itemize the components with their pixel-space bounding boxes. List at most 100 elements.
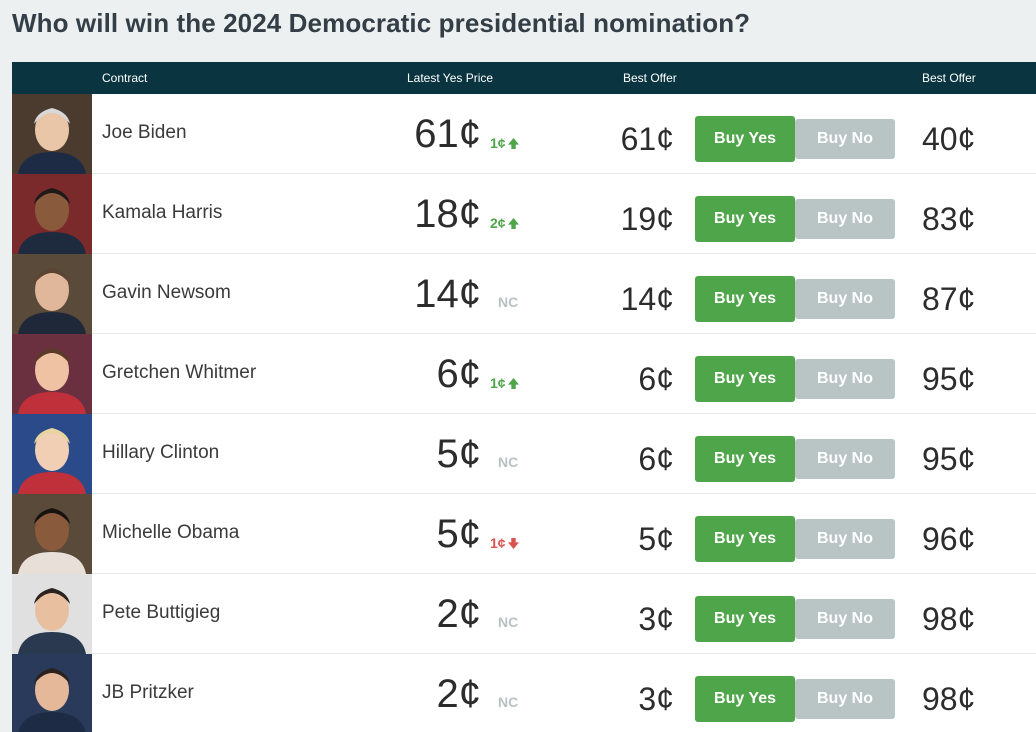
column-header-best-offer-no: Best Offer (922, 71, 976, 85)
price-change: 2¢ (490, 215, 519, 231)
price-change-value: 1¢ (490, 375, 506, 391)
price-change-value: 2¢ (490, 215, 506, 231)
person-photo-icon (12, 174, 92, 254)
buy-no-button[interactable]: Buy No (795, 439, 895, 479)
table-header: Contract Latest Yes Price Best Offer Bes… (12, 62, 1036, 94)
buy-yes-button[interactable]: Buy Yes (695, 676, 795, 722)
column-header-latest-yes-price: Latest Yes Price (407, 71, 494, 85)
person-photo-icon (12, 414, 92, 494)
latest-yes-price: 2¢ (436, 672, 482, 716)
contract-name[interactable]: Pete Buttigieg (102, 602, 221, 623)
price-change-value: NC (498, 694, 519, 710)
avatar (12, 174, 92, 254)
best-offer-yes: 61¢ (620, 121, 674, 157)
contract-name[interactable]: JB Pritzker (102, 682, 194, 703)
buy-yes-button[interactable]: Buy Yes (695, 596, 795, 642)
buy-no-button[interactable]: Buy No (795, 519, 895, 559)
table-row: Joe Biden 61¢ 1¢ 61¢ Buy Yes Buy No 40¢ (12, 94, 1036, 174)
table-row: Michelle Obama 5¢ 1¢ 5¢ Buy Yes Buy No 9… (12, 494, 1036, 574)
page-title: Who will win the 2024 Democratic preside… (12, 8, 751, 38)
best-offer-yes: 6¢ (638, 441, 674, 477)
best-offer-no: 98¢ (922, 681, 976, 717)
avatar (12, 254, 92, 334)
table-row: Gavin Newsom 14¢ NC 14¢ Buy Yes Buy No 8… (12, 254, 1036, 334)
buy-yes-button[interactable]: Buy Yes (695, 436, 795, 482)
avatar (12, 574, 92, 654)
table-row: Kamala Harris 18¢ 2¢ 19¢ Buy Yes Buy No … (12, 174, 1036, 254)
column-header-best-offer-yes: Best Offer (623, 71, 677, 85)
contracts-table: Joe Biden 61¢ 1¢ 61¢ Buy Yes Buy No 40¢ … (12, 94, 1036, 732)
best-offer-yes: 3¢ (638, 601, 674, 637)
price-change-value: NC (498, 614, 519, 630)
latest-yes-price: 14¢ (414, 272, 481, 316)
buy-no-button[interactable]: Buy No (795, 119, 895, 159)
contract-name[interactable]: Hillary Clinton (102, 442, 220, 463)
table-row: Gretchen Whitmer 6¢ 1¢ 6¢ Buy Yes Buy No… (12, 334, 1036, 414)
latest-yes-price: 2¢ (436, 592, 482, 636)
arrow-up-icon (507, 218, 519, 229)
best-offer-no: 87¢ (922, 281, 976, 317)
best-offer-yes: 14¢ (620, 281, 674, 317)
avatar (12, 334, 92, 414)
best-offer-yes: 6¢ (638, 361, 674, 397)
price-change-value: NC (498, 294, 519, 310)
price-change: 1¢ (490, 535, 519, 551)
buy-yes-button[interactable]: Buy Yes (695, 196, 795, 242)
contract-name[interactable]: Joe Biden (102, 122, 187, 143)
price-change: NC (498, 694, 518, 710)
person-photo-icon (12, 654, 92, 732)
avatar (12, 654, 92, 732)
best-offer-yes: 3¢ (638, 681, 674, 717)
best-offer-no: 95¢ (922, 361, 976, 397)
best-offer-no: 95¢ (922, 441, 976, 477)
latest-yes-price: 5¢ (436, 512, 482, 556)
price-change-value: 1¢ (490, 535, 506, 551)
buy-no-button[interactable]: Buy No (795, 279, 895, 319)
best-offer-no: 83¢ (922, 201, 976, 237)
arrow-up-icon (507, 378, 519, 389)
buy-no-button[interactable]: Buy No (795, 679, 895, 719)
contract-name[interactable]: Gavin Newsom (102, 282, 231, 303)
buy-yes-button[interactable]: Buy Yes (695, 356, 795, 402)
best-offer-yes: 5¢ (638, 521, 674, 557)
person-photo-icon (12, 254, 92, 334)
best-offer-no: 98¢ (922, 601, 976, 637)
buy-no-button[interactable]: Buy No (795, 359, 895, 399)
latest-yes-price: 5¢ (436, 432, 482, 476)
avatar (12, 94, 92, 174)
latest-yes-price: 61¢ (414, 112, 481, 156)
buy-no-button[interactable]: Buy No (795, 199, 895, 239)
column-header-contract: Contract (102, 71, 148, 85)
buy-yes-button[interactable]: Buy Yes (695, 276, 795, 322)
best-offer-no: 96¢ (922, 521, 976, 557)
price-change: NC (498, 614, 518, 630)
person-photo-icon (12, 494, 92, 574)
buy-no-button[interactable]: Buy No (795, 599, 895, 639)
price-change: NC (498, 294, 518, 310)
arrow-up-icon (507, 138, 519, 149)
best-offer-no: 40¢ (922, 121, 976, 157)
person-photo-icon (12, 94, 92, 174)
avatar (12, 494, 92, 574)
person-photo-icon (12, 334, 92, 414)
latest-yes-price: 6¢ (436, 352, 482, 396)
table-row: Hillary Clinton 5¢ NC 6¢ Buy Yes Buy No … (12, 414, 1036, 494)
buy-yes-button[interactable]: Buy Yes (695, 116, 795, 162)
contract-name[interactable]: Michelle Obama (102, 522, 240, 543)
price-change: NC (498, 454, 518, 470)
contract-name[interactable]: Gretchen Whitmer (102, 362, 257, 383)
arrow-down-icon (507, 538, 519, 549)
price-change: 1¢ (490, 375, 519, 391)
person-photo-icon (12, 574, 92, 654)
price-change: 1¢ (490, 135, 519, 151)
price-change-value: 1¢ (490, 135, 506, 151)
latest-yes-price: 18¢ (414, 192, 481, 236)
price-change-value: NC (498, 454, 519, 470)
best-offer-yes: 19¢ (620, 201, 674, 237)
contract-name[interactable]: Kamala Harris (102, 202, 223, 223)
buy-yes-button[interactable]: Buy Yes (695, 516, 795, 562)
avatar (12, 414, 92, 494)
table-row: Pete Buttigieg 2¢ NC 3¢ Buy Yes Buy No 9… (12, 574, 1036, 654)
table-row: JB Pritzker 2¢ NC 3¢ Buy Yes Buy No 98¢ (12, 654, 1036, 732)
